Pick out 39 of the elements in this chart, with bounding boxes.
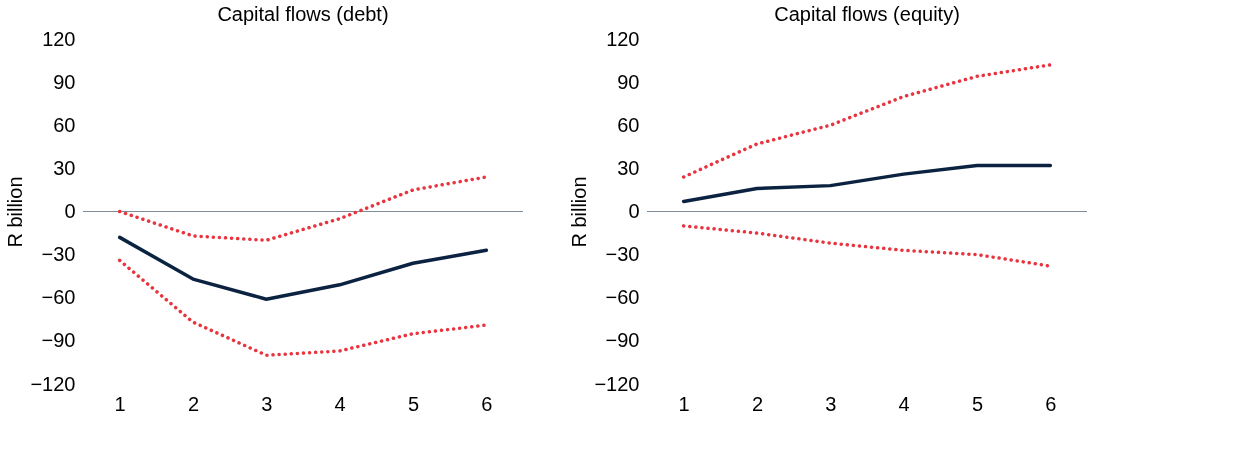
- line-series: [117, 235, 489, 301]
- y-tick-label: −90: [605, 329, 640, 352]
- x-tick-label: 1: [114, 392, 126, 415]
- y-tick-label: −120: [30, 372, 76, 395]
- y-tick-label: 0: [64, 200, 76, 222]
- x-tick-label: 1: [678, 392, 690, 415]
- y-tick-label: 90: [53, 70, 76, 93]
- line-series: [117, 258, 489, 357]
- y-tick-label: −120: [594, 372, 640, 395]
- chart-title: Capital flows (equity): [774, 3, 960, 25]
- x-tick-label: 2: [751, 392, 764, 415]
- y-tick-label: 90: [617, 70, 640, 93]
- y-tick-label: −60: [41, 286, 76, 309]
- x-tick-label: 5: [971, 392, 984, 415]
- y-tick-label: 120: [606, 27, 640, 50]
- x-tick-label: 6: [481, 392, 493, 415]
- x-tick-label: 4: [334, 392, 346, 415]
- line-series: [117, 175, 489, 242]
- x-tick-label: 6: [1045, 392, 1057, 415]
- y-tick-label: 120: [42, 27, 76, 50]
- y-tick-label: 60: [53, 113, 76, 136]
- y-tick-label: −30: [41, 243, 76, 266]
- chart-title: Capital flows (debt): [217, 3, 389, 25]
- x-tick-label: 4: [898, 392, 910, 415]
- x-tick-label: 3: [825, 392, 837, 415]
- x-tick-label: 2: [187, 392, 200, 415]
- y-tick-label: 0: [628, 200, 640, 222]
- y-axis-title: R billion: [568, 176, 591, 248]
- y-axis-title: R billion: [4, 176, 27, 248]
- x-tick-label: 5: [407, 392, 420, 415]
- y-tick-label: 30: [617, 156, 640, 179]
- y-tick-label: −30: [605, 243, 640, 266]
- y-tick-label: 30: [53, 156, 76, 179]
- x-tick-label: 3: [261, 392, 273, 415]
- line-series: [681, 163, 1053, 204]
- y-tick-label: −90: [41, 329, 76, 352]
- y-tick-label: −60: [605, 286, 640, 309]
- line-series: [681, 63, 1053, 179]
- y-tick-label: 60: [617, 113, 640, 136]
